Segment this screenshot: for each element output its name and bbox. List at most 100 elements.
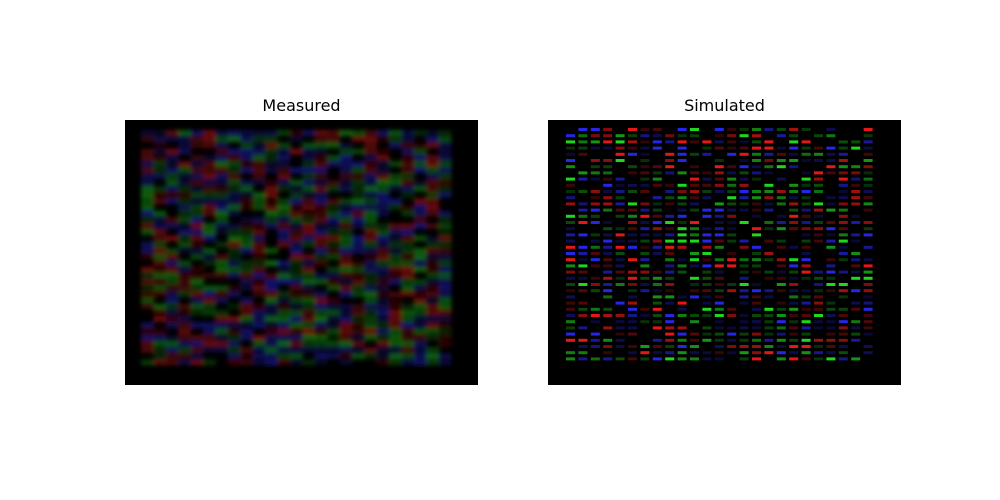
measured-cell [190, 291, 204, 298]
measured-cell [141, 359, 154, 366]
measured-cell [252, 142, 266, 149]
simulated-cell [690, 239, 699, 243]
simulated-cell [566, 159, 575, 162]
simulated-cell [677, 258, 687, 262]
measured-cell [265, 353, 278, 360]
simulated-cell [665, 190, 675, 193]
simulated-cell [702, 208, 712, 212]
simulated-cell [578, 233, 588, 237]
measured-cell [277, 278, 291, 285]
measured-cell [401, 179, 415, 186]
measured-cell [351, 303, 365, 310]
measured-cell [240, 185, 254, 192]
measured-cell [265, 130, 278, 136]
simulated-cell [727, 183, 737, 187]
measured-cell [339, 254, 353, 260]
simulated-cell [615, 357, 625, 361]
measured-cell [426, 297, 440, 304]
measured-cell [426, 136, 440, 143]
measured-cell [252, 136, 266, 143]
simulated-cell [727, 283, 737, 286]
measured-cell [401, 210, 415, 217]
simulated-cell [628, 221, 637, 224]
simulated-cell [764, 276, 774, 280]
measured-cell [389, 316, 402, 322]
simulated-cell [826, 357, 836, 361]
measured-cell [252, 266, 266, 273]
simulated-cell [665, 134, 675, 138]
measured-cell [339, 247, 353, 254]
simulated-cell [590, 332, 600, 336]
measured-cell [327, 216, 340, 223]
simulated-cell [652, 221, 662, 224]
simulated-cell [702, 196, 712, 200]
measured-cell [178, 272, 192, 279]
simulated-cell [690, 128, 699, 131]
simulated-cell [739, 190, 749, 193]
simulated-cell [603, 196, 613, 200]
simulated-cell [838, 270, 848, 274]
simulated-cell [690, 276, 699, 280]
measured-cell [339, 334, 353, 341]
simulated-cell [776, 351, 786, 355]
simulated-cell [764, 332, 774, 336]
simulated-cell [714, 171, 724, 175]
simulated-cell [590, 190, 600, 193]
simulated-cell [826, 152, 836, 156]
measured-cell [178, 359, 192, 366]
measured-cell [438, 254, 452, 260]
measured-cell [240, 198, 254, 205]
simulated-cell [615, 252, 625, 255]
simulated-cell [838, 208, 848, 212]
simulated-cell [764, 258, 774, 262]
simulated-cell [677, 338, 687, 342]
measured-cell [351, 309, 365, 316]
measured-cell [153, 291, 167, 298]
simulated-cell [863, 177, 873, 181]
measured-cell [141, 266, 154, 273]
simulated-cell [863, 258, 873, 262]
simulated-cell [615, 146, 625, 150]
measured-cell [351, 130, 365, 136]
simulated-cell [776, 214, 786, 218]
simulated-cell [838, 295, 848, 299]
simulated-cell [739, 221, 749, 224]
simulated-cell [752, 289, 761, 293]
measured-cell [364, 167, 378, 174]
measured-cell [351, 179, 365, 186]
simulated-cell [690, 283, 699, 286]
simulated-cell [838, 314, 848, 317]
simulated-cell [826, 171, 836, 175]
measured-cell [277, 347, 291, 353]
simulated-cell [578, 146, 588, 150]
simulated-cell [752, 314, 761, 317]
measured-cell [153, 241, 167, 248]
measured-cell [277, 235, 291, 242]
simulated-cell [727, 345, 737, 348]
measured-cell [215, 340, 229, 347]
simulated-cell [826, 245, 836, 249]
simulated-cell [603, 283, 613, 286]
simulated-cell [727, 252, 737, 255]
simulated-cell [628, 276, 637, 280]
simulated-cell [690, 289, 699, 293]
simulated-cell [665, 320, 675, 324]
simulated-cell [640, 227, 650, 231]
simulated-cell [838, 159, 848, 162]
measured-cell [413, 266, 427, 273]
simulated-cell [789, 345, 799, 348]
simulated-cell [652, 314, 662, 317]
measured-cell [289, 266, 303, 273]
simulated-cell [814, 146, 823, 150]
measured-cell [413, 303, 427, 310]
measured-cell [327, 198, 340, 205]
measured-cell [277, 142, 291, 149]
simulated-cell [739, 276, 749, 280]
simulated-cell [578, 190, 588, 193]
simulated-cell [590, 159, 600, 162]
measured-cell [314, 322, 328, 329]
measured-cell [364, 204, 378, 211]
simulated-cell [566, 252, 575, 255]
measured-cell [364, 278, 378, 285]
measured-cell [376, 340, 390, 347]
